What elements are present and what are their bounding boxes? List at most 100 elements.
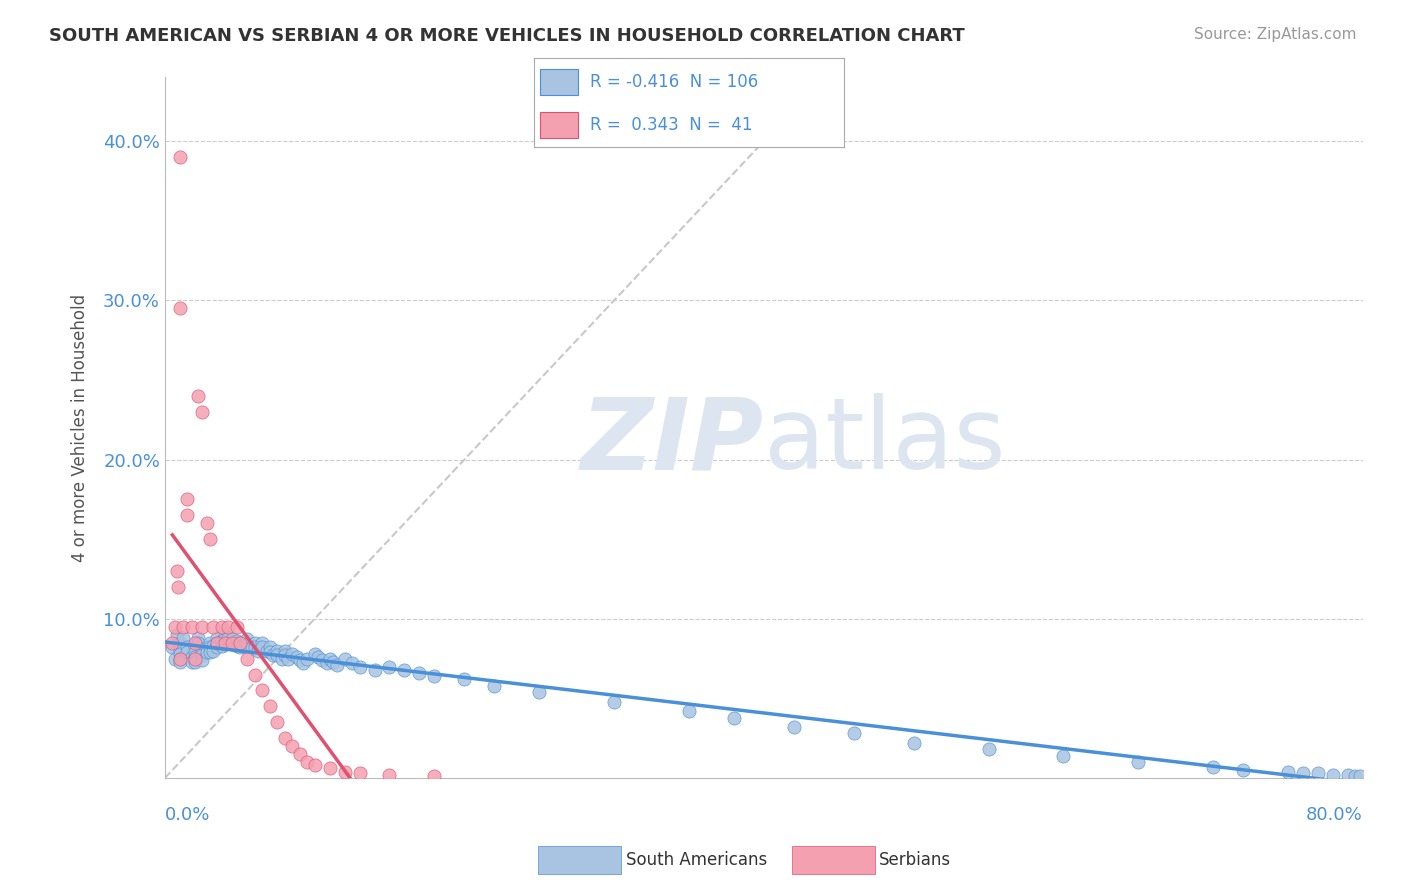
Point	[236, 632, 259, 647]
Point	[184, 655, 207, 669]
Point	[207, 635, 229, 649]
Text: atlas: atlas	[763, 393, 1005, 491]
Point	[262, 648, 284, 663]
Point	[221, 632, 243, 647]
Text: R =  0.343  N =  41: R = 0.343 N = 41	[591, 116, 752, 134]
FancyBboxPatch shape	[540, 112, 578, 138]
Point	[1348, 769, 1371, 783]
Point	[266, 715, 288, 730]
Point	[304, 647, 326, 661]
Point	[229, 635, 252, 649]
Point	[211, 620, 233, 634]
Point	[162, 635, 184, 649]
Point	[266, 648, 288, 663]
Point	[198, 645, 221, 659]
Point	[529, 685, 551, 699]
Point	[217, 620, 239, 634]
Point	[211, 639, 233, 653]
Point	[169, 635, 191, 649]
Point	[166, 564, 188, 578]
Point	[266, 643, 288, 657]
Point	[311, 653, 333, 667]
Point	[198, 532, 221, 546]
Point	[191, 648, 214, 663]
Point	[184, 640, 207, 655]
Point	[484, 679, 506, 693]
Point	[783, 720, 806, 734]
Point	[162, 640, 184, 655]
Point	[318, 761, 340, 775]
Point	[214, 628, 236, 642]
Point	[195, 645, 218, 659]
Point	[169, 301, 191, 316]
Point	[187, 635, 209, 649]
Point	[229, 635, 252, 649]
Point	[191, 643, 214, 657]
Point	[256, 643, 278, 657]
Point	[270, 651, 292, 665]
Point	[243, 640, 266, 655]
Point	[217, 635, 239, 649]
Point	[273, 648, 295, 663]
Point	[191, 405, 214, 419]
Point	[198, 640, 221, 655]
Point	[172, 620, 194, 634]
Point	[273, 731, 295, 746]
FancyBboxPatch shape	[540, 69, 578, 95]
Point	[318, 651, 340, 665]
Point	[169, 150, 191, 164]
Point	[187, 389, 209, 403]
Point	[250, 640, 273, 655]
Point	[394, 663, 416, 677]
Point	[259, 640, 281, 655]
Point	[180, 650, 202, 665]
Point	[169, 639, 191, 653]
Point	[221, 635, 243, 649]
Point	[211, 634, 233, 648]
Point	[326, 657, 349, 672]
Point	[603, 695, 626, 709]
Point	[378, 768, 401, 782]
Y-axis label: 4 or more Vehicles in Household: 4 or more Vehicles in Household	[72, 293, 89, 562]
Point	[1277, 764, 1299, 779]
Point	[723, 710, 745, 724]
Point	[221, 637, 243, 651]
Point	[169, 647, 191, 661]
Point	[349, 659, 371, 673]
Point	[842, 726, 865, 740]
Point	[322, 655, 344, 669]
Point	[288, 747, 311, 761]
Text: Source: ZipAtlas.com: Source: ZipAtlas.com	[1194, 27, 1357, 42]
Point	[307, 650, 329, 665]
Point	[217, 631, 239, 645]
Point	[229, 640, 252, 655]
Point	[250, 683, 273, 698]
Point	[1337, 768, 1360, 782]
Text: 80.0%: 80.0%	[1306, 806, 1362, 824]
Point	[166, 628, 188, 642]
Point	[195, 640, 218, 655]
Point	[201, 620, 224, 634]
Point	[1232, 763, 1254, 777]
Point	[169, 651, 191, 665]
Point	[408, 665, 430, 680]
Point	[167, 580, 190, 594]
Point	[259, 645, 281, 659]
Point	[169, 643, 191, 657]
Point	[214, 632, 236, 647]
Point	[273, 643, 295, 657]
Point	[291, 657, 314, 671]
Point	[1128, 755, 1150, 769]
Point	[281, 739, 304, 754]
Point	[191, 653, 214, 667]
Point	[678, 704, 700, 718]
Point	[288, 653, 311, 667]
Point	[363, 663, 385, 677]
Point	[184, 635, 207, 649]
Point	[453, 673, 475, 687]
Point	[246, 643, 269, 657]
Point	[340, 657, 363, 671]
Point	[169, 651, 191, 665]
Point	[243, 635, 266, 649]
Point	[285, 650, 308, 665]
